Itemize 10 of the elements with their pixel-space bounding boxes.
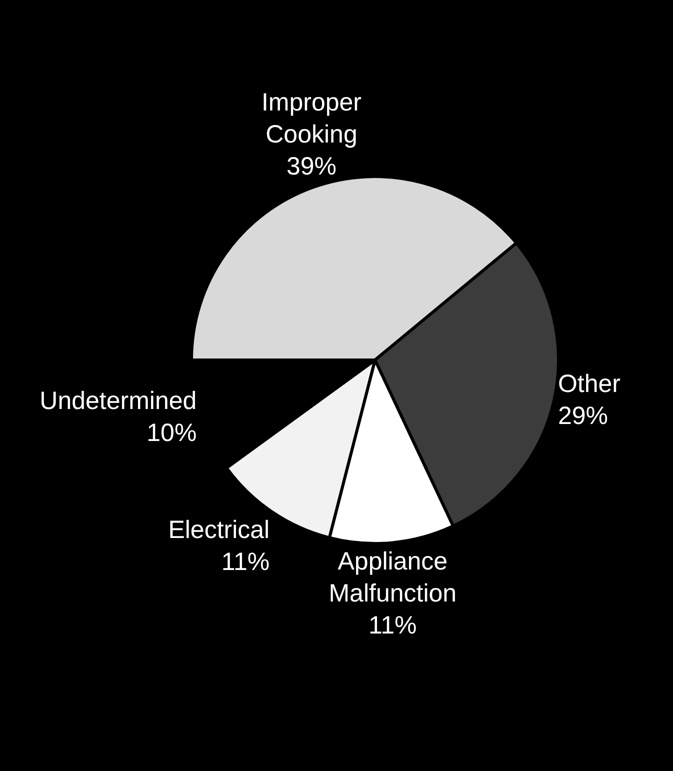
data-label: 11% <box>221 548 270 576</box>
slice-label: Electrical <box>168 516 270 544</box>
data-label: 29% <box>558 402 608 430</box>
data-label: 39% <box>286 152 337 180</box>
data-label: 11% <box>368 612 417 640</box>
slice-label: Undetermined <box>40 386 197 415</box>
slice-label: Appliance Malfunction <box>328 548 457 608</box>
slice-label: Other <box>558 370 621 398</box>
data-label: 10% <box>146 418 197 447</box>
slice-label: Improper Cooking <box>261 88 362 148</box>
